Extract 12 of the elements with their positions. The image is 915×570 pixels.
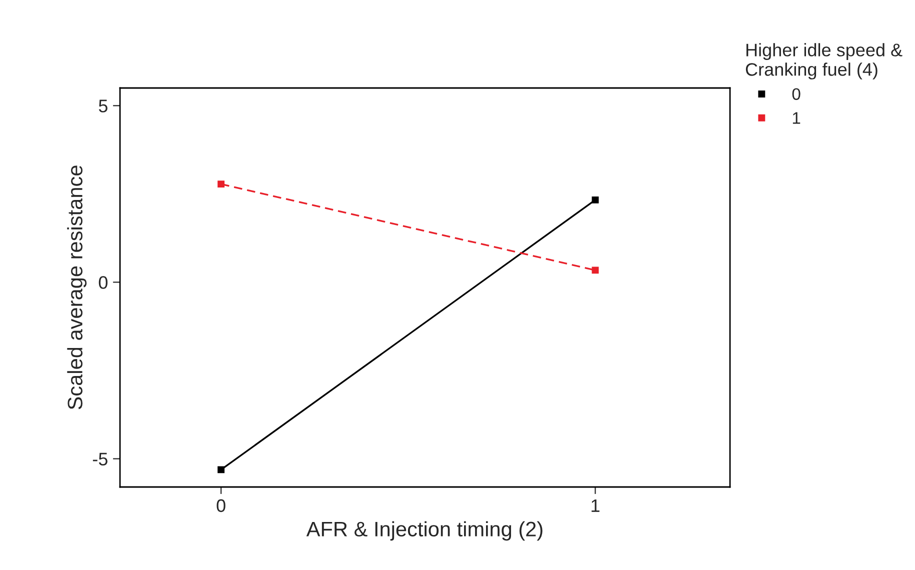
y-axis-title: Scaled average resistance xyxy=(67,166,87,410)
y-tick-label: 0 xyxy=(98,276,108,289)
legend-label: 0 xyxy=(792,88,800,100)
legend-title: Higher idle speed & Cranking fuel (4) xyxy=(746,43,902,80)
point xyxy=(218,180,225,188)
y-tick-label: 5 xyxy=(98,100,108,112)
x-axis-title: AFR & Injection timing (2) xyxy=(306,521,542,541)
point xyxy=(592,196,599,204)
y-tick-label: -5 xyxy=(92,452,108,466)
point xyxy=(218,466,225,474)
legend-label: 1 xyxy=(792,112,800,124)
point xyxy=(592,266,599,274)
